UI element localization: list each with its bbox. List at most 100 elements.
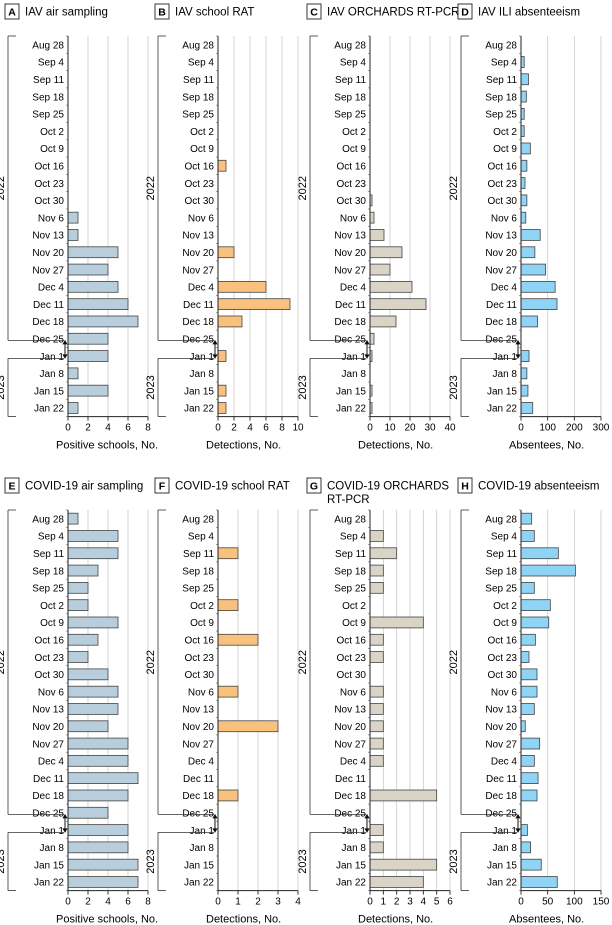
category-label: Nov 6 <box>491 213 518 224</box>
category-label: Dec 4 <box>340 757 367 768</box>
bar-sep-11 <box>520 547 559 560</box>
x-tick-label: 4 <box>247 423 253 434</box>
category-label: Oct 2 <box>342 127 366 138</box>
category-label: Nov 13 <box>485 705 517 716</box>
bar-dec-11 <box>217 298 291 311</box>
bar-dec-4 <box>520 280 556 293</box>
arrow-head-up <box>364 339 370 345</box>
bar-nov-27 <box>67 737 129 750</box>
category-label: Oct 30 <box>488 196 518 207</box>
category-label: Nov 20 <box>32 722 64 733</box>
x-tick-label: 0 <box>367 897 373 908</box>
bar-jan-22 <box>520 876 558 888</box>
bar-dec-25 <box>67 806 109 819</box>
bar-nov-6 <box>369 211 375 224</box>
category-label: Aug 28 <box>32 40 64 51</box>
category-label: Dec 11 <box>183 774 214 785</box>
category-label: Oct 16 <box>337 161 367 172</box>
bar-oct-9 <box>67 616 119 629</box>
bar-oct-30 <box>520 668 538 681</box>
x-axis-label: Absentees, No. <box>509 440 584 452</box>
bar-jan-1 <box>369 824 384 836</box>
bar-oct-16 <box>369 633 384 646</box>
bar-dec-18 <box>369 789 438 802</box>
category-label: Nov 20 <box>334 722 366 733</box>
bar-jan-1 <box>520 350 530 362</box>
bar-sep-25 <box>67 582 89 594</box>
category-label: Oct 9 <box>40 618 64 629</box>
bar-sep-11 <box>67 547 119 560</box>
category-label: Nov 20 <box>32 248 64 259</box>
bar-dec-11 <box>67 298 129 311</box>
bar-jan-8 <box>67 841 129 854</box>
bar-oct-2 <box>520 599 551 612</box>
panel-letter: D <box>461 7 469 19</box>
bar-nov-13 <box>369 229 385 241</box>
category-label: Sep 4 <box>188 58 215 69</box>
category-label: Dec 11 <box>335 774 366 785</box>
panel-letter: H <box>461 481 469 493</box>
panel-g: G COVID-19 ORCHARDS RT-PCR Aug 28 Sep 4 Sep 1… <box>297 477 453 925</box>
bar-oct-23 <box>520 651 530 663</box>
bar-nov-20 <box>217 720 279 733</box>
bar-nov-20 <box>67 720 109 733</box>
category-label: Jan 1 <box>493 352 518 363</box>
category-label: Jan 8 <box>493 369 518 380</box>
category-label: Jan 8 <box>40 369 65 380</box>
x-tick-label: 0 <box>65 423 71 434</box>
panel-title: COVID-19 ORCHARDS RT-PCR <box>327 481 449 507</box>
category-label: Jan 22 <box>184 878 214 889</box>
panel-c: C IAV ORCHARDS RT-PCR Aug 28 Sep 4 Sep 11 Sep… <box>297 3 459 452</box>
category-label: Oct 30 <box>35 670 65 681</box>
bar-oct-23 <box>520 177 526 189</box>
bar-dec-4 <box>369 280 413 293</box>
category-label: Oct 30 <box>488 670 518 681</box>
bar-nov-20 <box>520 720 526 733</box>
arrow-head-down <box>364 828 370 833</box>
category-label: Nov 20 <box>182 248 214 259</box>
category-label: Oct 30 <box>35 196 65 207</box>
category-label: Jan 15 <box>34 386 64 397</box>
bar-dec-25 <box>67 332 109 345</box>
bar-jan-8 <box>520 367 528 380</box>
category-label: Nov 13 <box>32 705 64 716</box>
category-label: Jan 15 <box>336 386 366 397</box>
year-label-2023: 2023 <box>448 849 460 873</box>
category-label: Oct 16 <box>337 635 367 646</box>
category-label: Sep 4 <box>38 58 65 69</box>
category-label: Sep 4 <box>340 58 367 69</box>
x-tick-label: 100 <box>566 897 583 908</box>
category-label: Dec 25 <box>485 334 517 345</box>
panel-a: A IAV air sampling Aug 28 Sep 4 Sep 11 Sep 18… <box>0 3 158 452</box>
arrow-head-up <box>212 813 218 819</box>
panel-letter: E <box>8 481 15 493</box>
arrow-head-up <box>364 813 370 819</box>
bar-nov-20 <box>217 246 235 259</box>
category-label: Sep 25 <box>32 110 64 121</box>
year-label-2022: 2022 <box>297 176 309 200</box>
x-tick-label: 10 <box>292 423 304 434</box>
category-label: Dec 4 <box>491 757 518 768</box>
category-label: Jan 1 <box>342 352 367 363</box>
arrow-head-down <box>62 828 68 833</box>
category-label: Dec 18 <box>182 791 214 802</box>
category-label: Jan 22 <box>336 878 366 889</box>
year-label-2023: 2023 <box>0 375 7 399</box>
category-label: Dec 25 <box>485 808 517 819</box>
x-tick-label: 200 <box>566 423 583 434</box>
x-tick-label: 8 <box>279 423 285 434</box>
category-label: Jan 8 <box>190 843 215 854</box>
bar-oct-23 <box>369 651 384 663</box>
category-label: Aug 28 <box>334 40 366 51</box>
category-label: Jan 22 <box>336 404 366 415</box>
bar-dec-4 <box>369 755 384 767</box>
category-label: Oct 2 <box>40 601 64 612</box>
category-label: Oct 23 <box>35 653 65 664</box>
year-label-2022: 2022 <box>448 176 460 200</box>
category-label: Sep 25 <box>182 110 214 121</box>
x-tick-label: 6 <box>447 897 453 908</box>
year-label-2023: 2023 <box>297 849 309 873</box>
bar-jan-8 <box>369 841 384 854</box>
year-label-2022: 2022 <box>0 176 7 200</box>
x-tick-label: 2 <box>255 897 261 908</box>
